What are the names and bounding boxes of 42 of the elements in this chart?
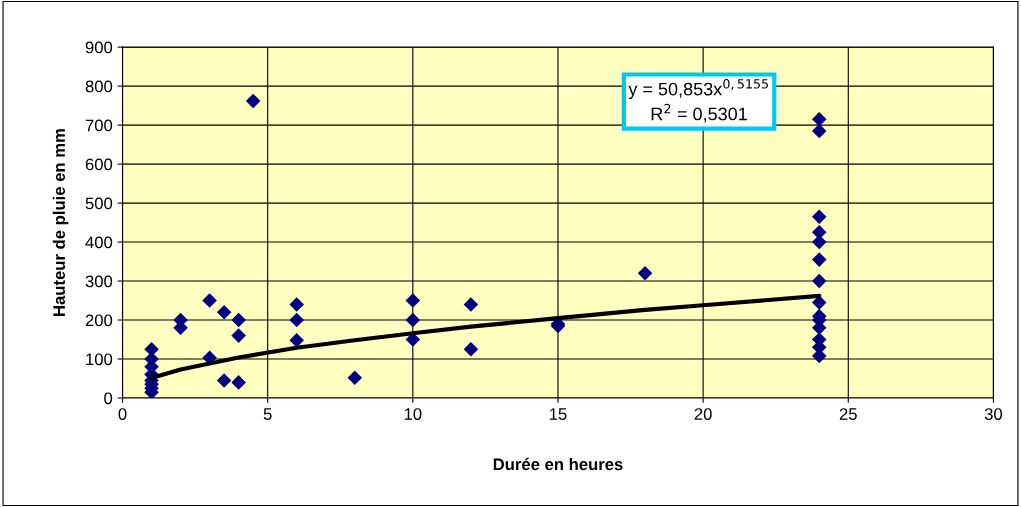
x-tick-label: 0	[118, 408, 127, 420]
y-tick-label: 400	[85, 236, 113, 249]
point	[231, 312, 246, 328]
point	[463, 341, 479, 357]
y-tick-label: 800	[85, 80, 113, 93]
y-tick-label: 500	[85, 197, 113, 210]
point	[811, 252, 827, 267]
point	[811, 295, 827, 310]
point	[289, 297, 304, 312]
y-axis-title: Hauteur de pluie en mm	[52, 129, 69, 316]
text: y = 50,853x$^{0,5155}$ R$^{2}$ = 0,5301	[628, 79, 768, 123]
point	[289, 333, 304, 348]
point	[202, 293, 217, 308]
point	[289, 312, 304, 328]
y-tick-label: 300	[85, 275, 113, 288]
y-tick-label: 700	[85, 119, 113, 132]
point	[463, 297, 479, 312]
point	[811, 209, 827, 225]
point	[231, 328, 246, 343]
point	[216, 304, 232, 320]
y-tick-label: 900	[85, 41, 113, 54]
point	[231, 375, 246, 390]
y-tick-label: 200	[85, 314, 113, 327]
point	[811, 273, 827, 289]
y-tick-label: 0	[104, 392, 113, 405]
point	[637, 265, 653, 281]
point	[245, 93, 261, 109]
point	[405, 293, 421, 308]
y-tick-label: 100	[86, 353, 113, 366]
x-tick-label: 15	[549, 408, 567, 420]
x-axis-title: Durée en heures	[493, 457, 623, 471]
y-tick-label: 600	[85, 158, 113, 171]
point	[405, 312, 421, 328]
x-tick-label: 10	[404, 408, 422, 420]
x-tick-label: 25	[839, 408, 857, 420]
x-tick-label: 30	[984, 408, 1003, 420]
point	[811, 111, 827, 127]
x-tick-label: 20	[694, 408, 712, 420]
x-tick-label: 5	[263, 408, 272, 420]
point	[347, 370, 363, 386]
point	[216, 373, 232, 388]
point	[811, 123, 827, 139]
